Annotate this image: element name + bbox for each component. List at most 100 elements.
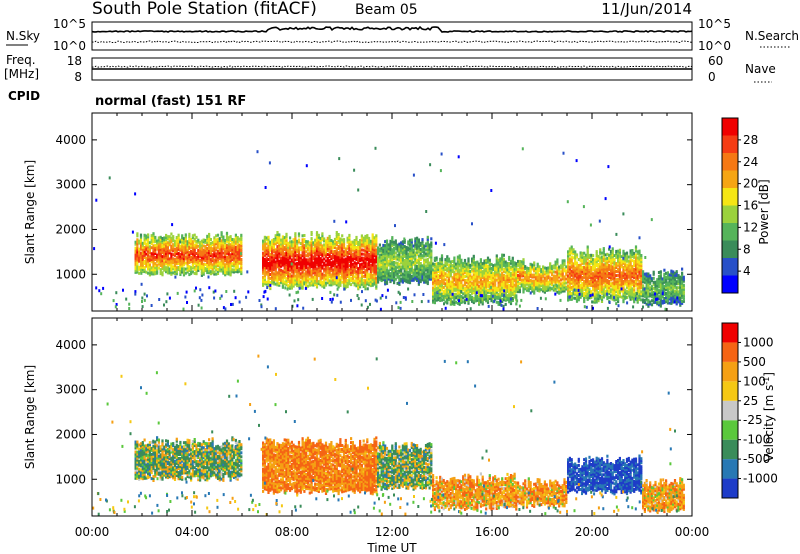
- data-cell: [568, 253, 571, 257]
- data-cell: [478, 276, 481, 280]
- data-cell: [199, 248, 202, 252]
- data-cell: [606, 258, 609, 262]
- data-cell: [346, 246, 349, 250]
- data-cell: [145, 260, 148, 264]
- data-cell: [197, 262, 200, 266]
- data-cell: [285, 238, 288, 242]
- data-cell: [382, 254, 385, 257]
- data-cell: [163, 246, 166, 250]
- data-cell: [139, 253, 143, 257]
- data-cell: [469, 288, 472, 291]
- data-cell: [173, 259, 177, 263]
- data-cell: [373, 262, 376, 266]
- data-cell: [609, 276, 613, 280]
- data-cell: [215, 248, 218, 252]
- data-cell: [274, 234, 277, 238]
- data-cell: [312, 251, 315, 255]
- data-cell: [351, 246, 354, 250]
- data-cell: [342, 244, 346, 248]
- data-cell: [184, 261, 187, 265]
- data-cell: [501, 253, 504, 257]
- data-cell: [608, 255, 611, 259]
- data-cell: [328, 261, 331, 265]
- data-cell: [366, 258, 369, 262]
- data-cell: [299, 246, 302, 250]
- data-cell: [460, 262, 463, 266]
- data-cell: [469, 296, 472, 300]
- data-cell: [328, 251, 331, 255]
- data-cell: [490, 295, 493, 299]
- data-cell: [458, 254, 461, 258]
- data-cell: [240, 264, 243, 268]
- data-cell: [615, 290, 618, 294]
- data-cell: [481, 284, 484, 288]
- data-cell: [328, 253, 331, 257]
- data-cell: [581, 255, 584, 259]
- data-cell: [312, 269, 315, 273]
- data-cell: [391, 262, 394, 266]
- data-cell: [287, 251, 290, 255]
- data-cell: [426, 274, 429, 278]
- data-cell: [572, 248, 575, 252]
- data-cell: [424, 274, 428, 278]
- data-cell: [405, 248, 408, 251]
- data-cell: [451, 300, 454, 304]
- data-cell: [271, 249, 274, 253]
- data-cell: [389, 276, 392, 280]
- data-cell: [561, 281, 564, 285]
- data-cell: [472, 301, 475, 305]
- data-cell: [529, 272, 532, 276]
- data-cell: [170, 252, 173, 256]
- data-cell: [278, 267, 281, 271]
- data-cell: [545, 289, 548, 292]
- data-cell: [471, 259, 474, 263]
- data-cell: [156, 265, 159, 269]
- data-cell: [262, 243, 265, 247]
- data-cell: [577, 274, 580, 278]
- data-cell: [613, 284, 616, 288]
- data-cell: [568, 297, 571, 301]
- data-cell: [618, 270, 621, 274]
- data-cell: [209, 244, 212, 247]
- data-cell: [618, 252, 621, 256]
- data-cell: [424, 242, 428, 246]
- data-cell: [297, 248, 301, 252]
- data-cell: [416, 264, 419, 268]
- data-cell: [373, 248, 376, 252]
- data-cell: [234, 261, 237, 265]
- data-cell: [384, 254, 387, 258]
- data-cell: [481, 298, 484, 302]
- data-cell: [527, 289, 530, 293]
- data-cell: [326, 277, 329, 281]
- data-cell: [497, 272, 500, 276]
- data-cell: [335, 237, 338, 241]
- data-cell: [294, 270, 297, 274]
- data-cell: [449, 260, 452, 264]
- data-cell: [157, 236, 160, 240]
- data-cell: [143, 245, 146, 249]
- data-cell: [393, 250, 396, 254]
- data-cell: [236, 244, 239, 248]
- data-cell: [366, 250, 369, 254]
- data-cell: [479, 284, 482, 288]
- data-cell: [317, 253, 320, 257]
- data-cell: [373, 238, 376, 242]
- data-cell: [567, 278, 570, 282]
- data-cell: [157, 258, 160, 262]
- data-cell: [622, 268, 625, 271]
- data-cell: [289, 278, 292, 282]
- data-cell: [225, 268, 229, 272]
- data-cell: [139, 255, 143, 259]
- data-cell: [342, 260, 346, 264]
- data-cell: [469, 263, 472, 267]
- data-cell: [414, 245, 417, 249]
- data-cell: [604, 279, 607, 283]
- data-cell: [625, 273, 629, 277]
- data-cell: [159, 270, 162, 274]
- data-cell: [332, 282, 335, 286]
- data-cell: [364, 236, 367, 240]
- data-cell: [478, 262, 481, 266]
- data-cell: [568, 287, 571, 291]
- data-cell: [216, 243, 220, 247]
- data-cell: [394, 241, 397, 245]
